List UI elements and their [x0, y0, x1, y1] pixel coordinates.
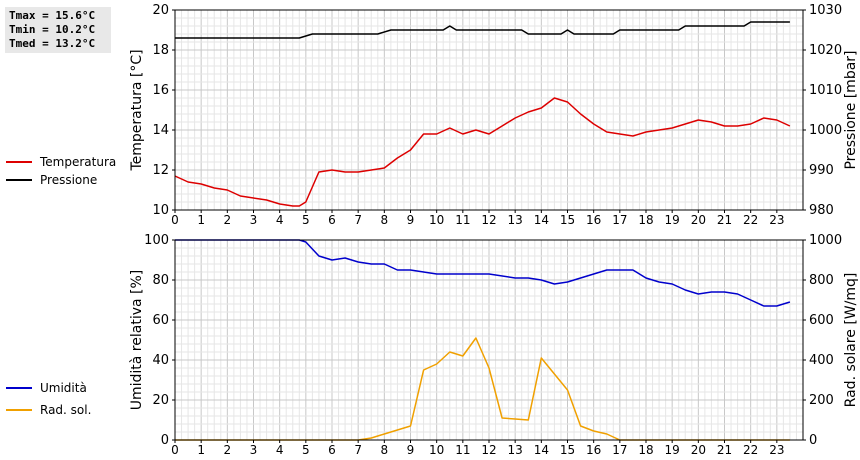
y2-tick-label: 1030 [809, 3, 842, 18]
y-tick-label: 0 [161, 433, 169, 448]
x-tick-label: 9 [407, 213, 415, 227]
y2-tick-label: 980 [809, 203, 834, 218]
x-tick-label: 18 [638, 443, 653, 457]
x-tick-label: 20 [691, 213, 706, 227]
legend-item-umidita: Umidità [6, 380, 87, 396]
legend-item-temperatura: Temperatura [6, 154, 116, 170]
x-tick-label: 11 [455, 443, 470, 457]
series-line-rad-sol [175, 337, 790, 441]
x-tick-label: 2 [224, 443, 232, 457]
y-tick-label: 16 [152, 83, 169, 98]
y2-tick-label: 600 [809, 313, 834, 328]
x-tick-label: 1 [197, 213, 205, 227]
x-tick-label: 23 [769, 213, 784, 227]
y2-tick-label: 1020 [809, 43, 842, 58]
x-tick-label: 22 [743, 213, 758, 227]
legend-label-rad-sol: Rad. sol. [40, 403, 92, 417]
legend-label-umidita: Umidità [40, 381, 87, 395]
x-tick-label: 12 [481, 213, 496, 227]
stats-tmin: Tmin = 10.2°C [9, 23, 96, 36]
x-tick-label: 18 [638, 213, 653, 227]
stats-box: Tmax = 15.6°C Tmin = 10.2°C Tmed = 13.2°… [5, 7, 111, 53]
y-tick-label: 40 [152, 353, 169, 368]
legend-label-pressione: Pressione [40, 173, 98, 187]
legend-swatch-temperatura [6, 161, 32, 163]
y-tick-label: 100 [144, 233, 169, 248]
y2-tick-label: 800 [809, 273, 834, 288]
x-tick-label: 12 [481, 443, 496, 457]
y-tick-label: 20 [152, 393, 169, 408]
y2-tick-label: 990 [809, 163, 834, 178]
x-tick-label: 15 [560, 443, 575, 457]
x-tick-label: 14 [534, 443, 549, 457]
y-tick-label: 14 [152, 123, 169, 138]
x-tick-label: 16 [586, 213, 601, 227]
y2-tick-label: 1010 [809, 83, 842, 98]
y-axis-title: Umidità relativa [%] [129, 270, 145, 411]
y2-tick-label: 1000 [809, 233, 842, 248]
legend-swatch-rad-sol [6, 409, 32, 411]
x-tick-label: 19 [665, 213, 680, 227]
y2-tick-label: 1000 [809, 123, 842, 138]
x-tick-label: 0 [171, 443, 179, 457]
x-tick-label: 7 [354, 443, 362, 457]
y2-tick-label: 200 [809, 393, 834, 408]
x-tick-label: 9 [407, 443, 415, 457]
legend-item-rad-sol: Rad. sol. [6, 402, 91, 418]
x-tick-label: 0 [171, 213, 179, 227]
y2-axis-title: Rad. solare [W/mq] [843, 273, 859, 408]
stats-tmax: Tmax = 15.6°C [9, 9, 96, 22]
x-tick-label: 10 [429, 443, 444, 457]
x-tick-label: 2 [224, 213, 232, 227]
legend-item-pressione: Pressione [6, 172, 97, 188]
y-tick-label: 10 [152, 203, 169, 218]
x-tick-label: 4 [276, 213, 284, 227]
series-line-temperatura [174, 97, 791, 207]
x-tick-label: 1 [197, 443, 205, 457]
x-tick-label: 22 [743, 443, 758, 457]
x-tick-label: 17 [612, 443, 627, 457]
y2-tick-label: 0 [809, 433, 817, 448]
x-tick-label: 21 [717, 443, 732, 457]
x-tick-label: 6 [328, 213, 336, 227]
legend-swatch-umidita [6, 387, 32, 389]
x-tick-label: 13 [508, 443, 523, 457]
x-tick-label: 11 [455, 213, 470, 227]
x-tick-label: 23 [769, 443, 784, 457]
y2-axis-title: Pressione [mbar] [843, 50, 859, 169]
x-tick-label: 17 [612, 213, 627, 227]
x-tick-label: 5 [302, 443, 310, 457]
x-tick-label: 14 [534, 213, 549, 227]
x-tick-label: 21 [717, 213, 732, 227]
stats-tmed: Tmed = 13.2°C [9, 37, 96, 50]
x-tick-label: 3 [250, 443, 258, 457]
x-tick-label: 8 [381, 213, 389, 227]
x-tick-label: 6 [328, 443, 336, 457]
y2-tick-label: 400 [809, 353, 834, 368]
y-tick-label: 80 [152, 273, 169, 288]
chart-1: 0 1 2 3 4 5 6 7 8 9 10 11 12 13 14 15 16 17 18 19 20 21 22 2302… [129, 233, 859, 457]
y-axis-title: Temperatura [°C] [129, 49, 145, 171]
x-tick-label: 16 [586, 443, 601, 457]
x-tick-label: 13 [508, 213, 523, 227]
legend-label-temperatura: Temperatura [40, 155, 117, 169]
x-tick-label: 4 [276, 443, 284, 457]
y-tick-label: 18 [152, 43, 169, 58]
x-tick-label: 15 [560, 213, 575, 227]
y-tick-label: 12 [152, 163, 169, 178]
series-line-umidit [175, 239, 791, 307]
x-tick-label: 7 [354, 213, 362, 227]
x-tick-label: 8 [381, 443, 389, 457]
y-tick-label: 60 [152, 313, 169, 328]
x-tick-label: 19 [665, 443, 680, 457]
x-tick-label: 20 [691, 443, 706, 457]
x-tick-label: 3 [250, 213, 258, 227]
chart-0: 0 1 2 3 4 5 6 7 8 9 10 11 12 13 14 15 16 17 18 19 20 21 22 2310… [129, 3, 859, 227]
series-line-pressione [175, 21, 790, 39]
legend-swatch-pressione [6, 179, 32, 181]
y-tick-label: 20 [152, 3, 169, 18]
x-tick-label: 5 [302, 213, 310, 227]
x-tick-label: 10 [429, 213, 444, 227]
